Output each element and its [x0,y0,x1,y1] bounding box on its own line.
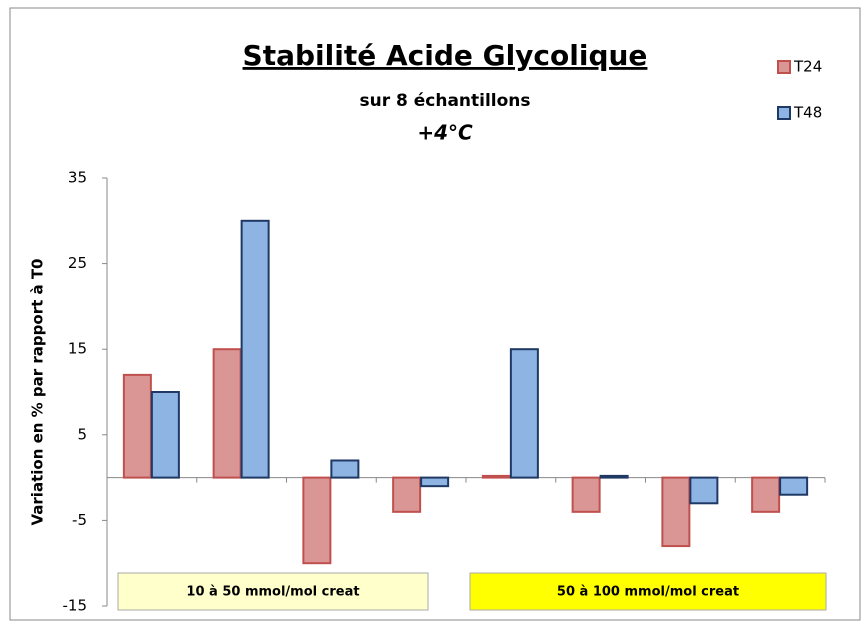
bar [779,476,809,496]
chart-border [9,7,861,621]
bar [661,476,691,548]
bar [481,474,511,479]
bar [751,476,781,513]
bar [509,348,539,479]
bar [302,476,332,565]
chart-title: Stabilité Acide Glycolique [243,39,648,72]
bar [330,459,360,479]
bar [571,476,601,513]
bar [689,476,719,505]
chart-subtitle: +4°C [417,121,473,145]
annotation: 10 à 50 mmol/mol creat [186,585,359,600]
y-tick-label: -5 [72,511,87,529]
bar [392,476,422,513]
legend-label: T24 [793,58,822,76]
bar [150,391,180,479]
bar [599,474,629,479]
y-tick-label: 35 [68,169,87,187]
y-tick-label: 5 [77,425,87,443]
y-tick-label: -15 [63,597,88,615]
y-axis-label: Variation en % par rapport à T0 [29,259,47,526]
bar [420,476,450,488]
chart-subtitle: sur 8 échantillons [359,91,530,111]
y-tick-label: 25 [68,254,87,272]
y-tick-label: 15 [68,340,87,358]
annotation-box [469,572,827,611]
legend-label: T48 [793,104,822,122]
annotation: 50 à 100 mmol/mol creat [557,585,739,600]
bar [212,348,242,479]
annotation-box [117,572,429,611]
legend-swatch [777,106,791,120]
bar [122,373,152,479]
legend-swatch [777,60,791,74]
bar [240,219,270,479]
